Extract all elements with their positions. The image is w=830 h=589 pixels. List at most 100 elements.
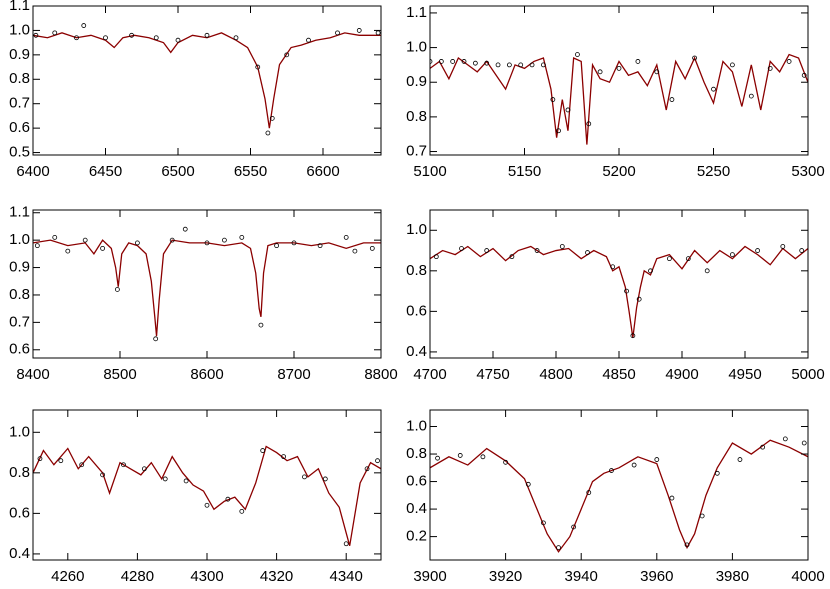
- observed-point: [352, 248, 358, 254]
- observed-point: [571, 524, 577, 530]
- x-tick-label: 8500: [103, 366, 136, 383]
- observed-point: [518, 62, 524, 68]
- observed-point: [559, 244, 565, 249]
- observed-point: [630, 333, 636, 339]
- x-tick-label: 3920: [489, 568, 522, 585]
- observed-point: [484, 60, 490, 66]
- observed-point: [684, 542, 690, 548]
- y-tick-label: 0.6: [9, 119, 30, 136]
- observed-point: [175, 37, 181, 43]
- observed-point: [636, 296, 642, 302]
- observed-point: [654, 69, 660, 75]
- observed-point: [525, 481, 531, 487]
- model-line: [33, 239, 381, 337]
- observed-point: [103, 35, 108, 41]
- x-tick-label: 5000: [791, 366, 824, 383]
- y-tick-label: 1.0: [9, 423, 30, 440]
- observed-point: [730, 252, 735, 258]
- plot-frame: [32, 5, 382, 156]
- observed-point: [529, 62, 535, 68]
- y-tick-label: 0.5: [9, 144, 30, 161]
- observed-point: [260, 448, 266, 453]
- y-tick-label: 0.6: [406, 302, 427, 319]
- observed-point: [565, 107, 571, 113]
- x-tick-label: 8600: [190, 366, 223, 383]
- observed-point: [692, 55, 697, 61]
- observed-point: [801, 72, 807, 78]
- observed-point: [556, 128, 561, 134]
- observed-point: [74, 35, 79, 41]
- observed-point: [169, 237, 175, 243]
- observed-point: [317, 243, 323, 249]
- x-tick-label: 3900: [413, 568, 446, 585]
- observed-point: [654, 457, 660, 462]
- observed-point: [343, 541, 349, 547]
- x-tick-label: 5150: [508, 163, 541, 180]
- observed-point: [269, 115, 275, 121]
- observed-point: [81, 23, 87, 28]
- observed-point: [322, 476, 328, 482]
- x-tick-label: 5250: [697, 163, 730, 180]
- y-tick-label: 1.0: [9, 231, 30, 248]
- y-tick-label: 0.6: [9, 341, 30, 358]
- x-tick-label: 3960: [640, 568, 673, 585]
- observed-point: [767, 65, 773, 71]
- plot-frame: [32, 209, 382, 359]
- observed-point: [255, 64, 261, 70]
- x-tick-label: 4950: [728, 366, 761, 383]
- model-line: [33, 32, 381, 129]
- observed-point: [484, 248, 490, 253]
- observed-point: [704, 268, 710, 274]
- observed-point: [141, 466, 147, 472]
- observed-point: [575, 52, 580, 57]
- observed-point: [755, 248, 760, 253]
- model-line: [430, 245, 808, 338]
- observed-point: [265, 130, 271, 136]
- observed-point: [730, 62, 735, 68]
- plot-area: [33, 226, 381, 342]
- x-tick-label: 4750: [476, 366, 509, 383]
- observed-point: [258, 322, 264, 328]
- observed-point: [34, 243, 40, 249]
- x-tick-label: 4300: [190, 568, 223, 585]
- observed-point: [780, 244, 786, 249]
- observed-point: [450, 59, 456, 64]
- x-tick-label: 8400: [16, 366, 49, 383]
- plot-frame: [32, 409, 382, 561]
- observed-point: [503, 459, 509, 465]
- x-tick-label: 3980: [716, 568, 749, 585]
- model-line: [430, 439, 808, 553]
- y-tick-label: 0.8: [406, 108, 427, 125]
- observed-point: [433, 254, 439, 260]
- y-tick-label: 0.9: [9, 259, 30, 276]
- observed-point: [461, 59, 467, 64]
- observed-point: [129, 32, 135, 38]
- y-tick-label: 0.6: [9, 504, 30, 521]
- observed-point: [635, 59, 641, 64]
- observed-point: [480, 454, 486, 460]
- observed-point: [369, 245, 375, 251]
- observed-point: [534, 248, 540, 253]
- observed-point: [58, 458, 64, 464]
- observed-point: [541, 520, 546, 526]
- x-tick-label: 3940: [565, 568, 598, 585]
- y-tick-label: 0.4: [406, 500, 427, 517]
- observed-point: [52, 235, 58, 240]
- x-tick-label: 6600: [306, 163, 339, 180]
- observed-point: [586, 490, 592, 495]
- y-tick-label: 0.7: [406, 143, 427, 160]
- observed-point: [33, 32, 39, 38]
- observed-point: [541, 62, 546, 68]
- observed-point: [556, 545, 561, 551]
- y-tick-label: 1.1: [406, 4, 427, 21]
- observed-point: [459, 246, 464, 251]
- x-tick-label: 8800: [364, 366, 397, 383]
- observed-point: [153, 35, 159, 41]
- observed-point: [204, 32, 210, 38]
- y-tick-label: 0.9: [9, 46, 30, 63]
- y-tick-label: 0.8: [9, 464, 30, 481]
- y-tick-label: 0.8: [9, 286, 30, 303]
- plot-frame: [429, 409, 809, 561]
- observed-point: [782, 436, 788, 442]
- plot-frame: [429, 209, 809, 359]
